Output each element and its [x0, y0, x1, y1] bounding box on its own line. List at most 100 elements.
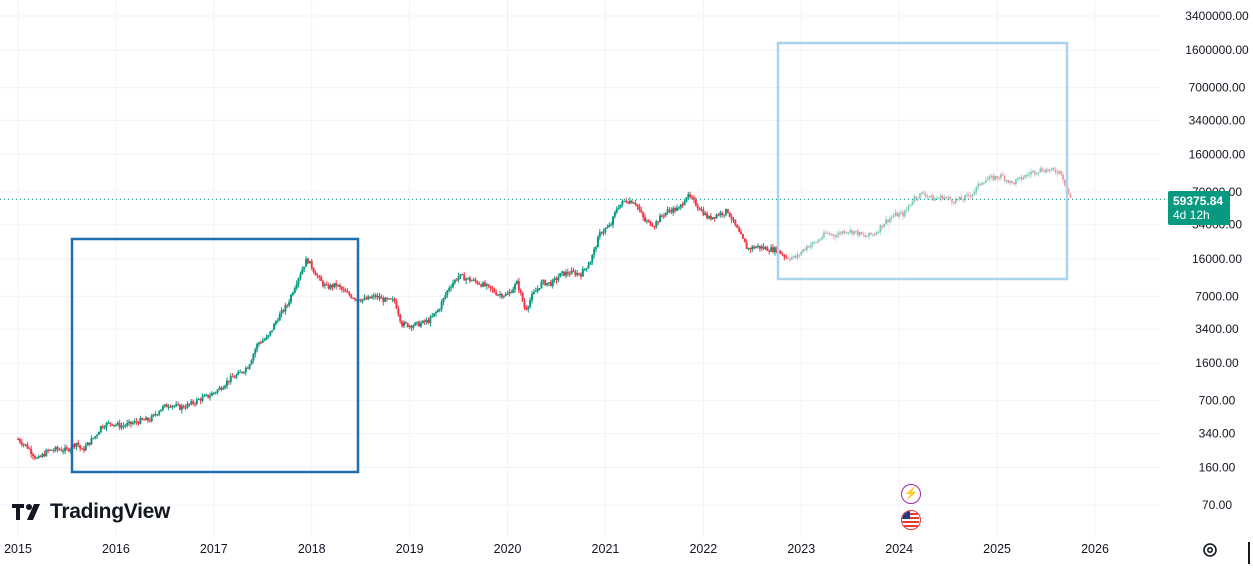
candle-body [500, 294, 503, 298]
candle-body [996, 176, 999, 178]
candle-body [664, 212, 667, 216]
candle-body [39, 456, 42, 458]
candle-body [595, 247, 598, 249]
candle-body [943, 197, 946, 200]
candle-body [964, 195, 967, 200]
candle-body [214, 392, 217, 394]
candle-body [116, 422, 119, 425]
candle-body [547, 282, 550, 284]
candle-body [434, 312, 437, 314]
candle-body [399, 314, 402, 322]
candle-body [740, 231, 743, 235]
candle-body [54, 447, 57, 451]
candle-body [152, 414, 155, 416]
candle-body [1063, 179, 1066, 186]
y-tick-label: 3400.00 [1195, 322, 1239, 336]
candle-body [293, 288, 296, 293]
candle-body [350, 295, 353, 298]
candle-body [798, 254, 801, 256]
candle-body [519, 289, 522, 293]
candle-body [241, 371, 244, 373]
candle-body [322, 280, 325, 286]
candle-body [416, 321, 419, 323]
candle-body [935, 198, 938, 200]
candle-body [421, 320, 424, 324]
candle-body [26, 444, 29, 449]
candle-body [871, 234, 874, 236]
candle-body [278, 314, 281, 321]
candle-body [849, 229, 852, 233]
candle-body [235, 374, 238, 378]
candle-body [836, 234, 839, 238]
candle-body [225, 380, 228, 386]
candle-body [378, 295, 381, 299]
candle-body [50, 449, 53, 451]
candle-body [288, 301, 291, 306]
y-tick-label: 3400000.00 [1185, 9, 1249, 23]
candle-body [133, 421, 136, 423]
candle-body [401, 321, 404, 327]
candle-body [969, 195, 972, 197]
candle-body [465, 278, 468, 281]
candle-body [18, 439, 21, 443]
candle-body [670, 210, 673, 213]
candle-body [762, 246, 765, 249]
candle-body [470, 280, 473, 282]
candle-body [37, 456, 40, 458]
candle-body [653, 226, 656, 228]
candle-body [1037, 172, 1040, 174]
candle-body [525, 307, 528, 310]
candle-body [521, 292, 524, 302]
candle-body [715, 214, 718, 219]
rectangle-drawing-2016-2018[interactable] [70, 237, 360, 474]
candle-body [920, 192, 923, 194]
candle-body [128, 421, 131, 424]
candle-body [111, 423, 114, 426]
candle-body [988, 176, 991, 180]
candle-body [348, 292, 351, 296]
candle-body [337, 285, 340, 287]
candle-body [271, 330, 274, 332]
candle-body [88, 442, 91, 445]
tradingview-logo[interactable]: TradingView [12, 500, 170, 524]
candle-body [958, 196, 961, 200]
candle-body [687, 194, 690, 198]
candle-body [734, 219, 737, 225]
us-flag-event-icon[interactable] [901, 510, 921, 530]
candle-body [352, 297, 355, 299]
candle-body [738, 227, 741, 232]
candle-body [728, 212, 731, 217]
candle-body [49, 449, 52, 451]
x-tick-label: 2022 [689, 542, 717, 556]
candle-body [563, 271, 566, 276]
candle-body [698, 208, 701, 211]
candle-body [497, 294, 500, 296]
candle-body [772, 247, 775, 253]
candle-body [331, 284, 334, 288]
candle-body [114, 424, 117, 426]
settings-gear-icon[interactable] [1201, 541, 1219, 559]
candle-body [384, 297, 387, 302]
candle-body [847, 232, 850, 234]
candle-body [1029, 171, 1032, 175]
lightning-event-icon[interactable]: ⚡ [901, 484, 921, 504]
candle-body [854, 230, 857, 232]
x-axis-ticks: 2015 2016 2017 2018 2019 2020 2021 2022 2023 2024… [4, 542, 1109, 556]
candle-body [915, 196, 918, 199]
x-tick-label: 2017 [200, 542, 228, 556]
rectangle-drawings[interactable] [70, 41, 1069, 474]
candle-body [822, 232, 825, 238]
candle-body [783, 254, 786, 257]
candle-body [480, 284, 483, 287]
candle-body [681, 204, 684, 206]
candle-body [745, 242, 748, 249]
candle-body [145, 417, 148, 421]
candle-body [1028, 174, 1031, 176]
candle-body [655, 221, 658, 227]
rectangle-drawing-2023-2026[interactable] [776, 41, 1069, 281]
candle-body [911, 201, 914, 205]
candle-body [900, 212, 903, 214]
candle-body [506, 293, 509, 295]
candle-body [813, 242, 816, 244]
